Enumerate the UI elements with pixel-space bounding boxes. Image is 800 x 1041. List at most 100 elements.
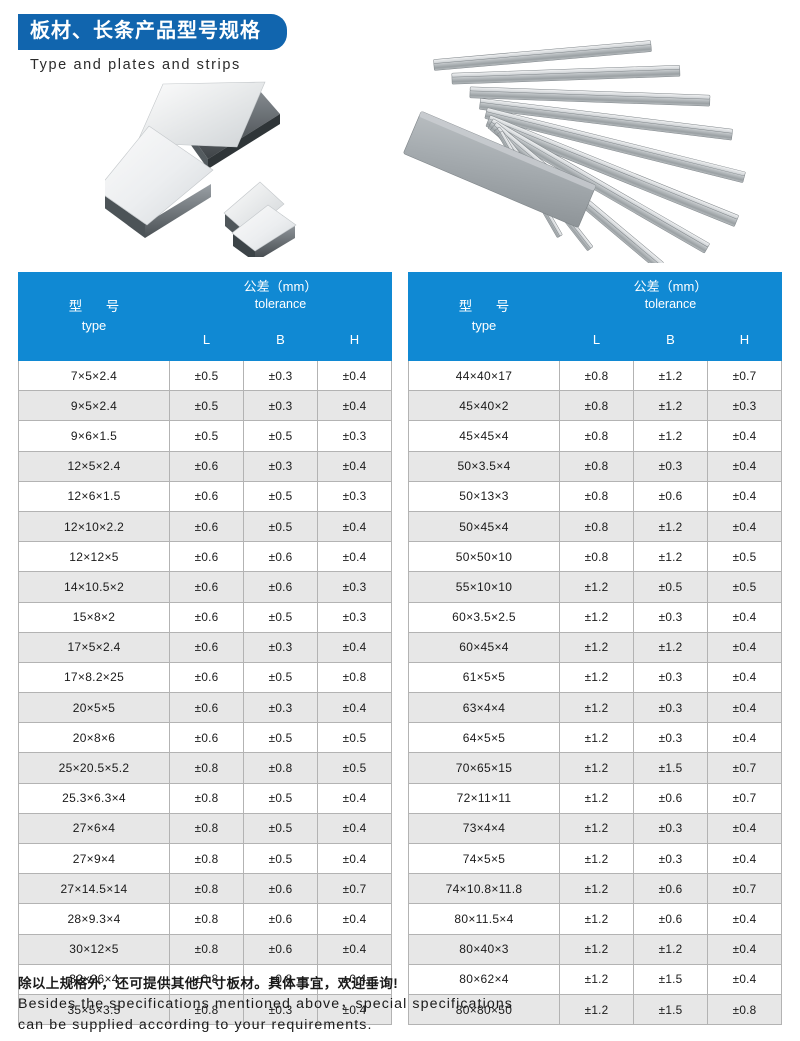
table-row: 28×9.3×4 ±0.8 ±0.6 ±0.4 [18,903,392,935]
cell-b: ±0.6 [633,903,708,935]
cell-type: 80×80×50 [408,993,560,1026]
cell-b: ±1.2 [633,390,708,422]
cell-h: ±0.7 [707,752,782,784]
cell-l: ±1.2 [559,722,634,754]
cell-l: ±1.2 [559,601,634,633]
table-row: 15×8×2 ±0.6 ±0.5 ±0.3 [18,601,392,633]
table-row: 27×14.5×14 ±0.8 ±0.6 ±0.7 [18,873,392,905]
table-row: 50×13×3 ±0.8 ±0.6 ±0.4 [408,480,782,512]
table-row: 50×45×4 ±0.8 ±1.2 ±0.4 [408,510,782,543]
table-row: 60×45×4 ±1.2 ±1.2 ±0.4 [408,631,782,663]
cell-l: ±0.8 [169,993,244,1026]
cell-h: ±0.4 [317,842,392,875]
cell-h: ±0.4 [317,993,392,1026]
cell-type: 44×40×17 [408,359,560,392]
table-row: 80×62×4 ±1.2 ±1.5 ±0.4 [408,963,782,995]
table-row: 12×12×5 ±0.6 ±0.6 ±0.4 [18,541,392,573]
cell-h: ±0.4 [707,661,782,694]
plates-illustration [105,81,297,257]
cell-h: ±0.4 [707,450,782,482]
cell-b: ±0.3 [633,722,708,754]
table-row: 60×3.5×2.5 ±1.2 ±0.3 ±0.4 [408,601,782,633]
table-row: 25×20.5×5.2 ±0.8 ±0.8 ±0.5 [18,752,392,784]
cell-l: ±0.8 [169,782,244,814]
cell-h: ±0.5 [707,541,782,573]
cell-l: ±1.2 [559,873,634,905]
cell-l: ±0.6 [169,692,244,724]
cell-type: 74×5×5 [408,842,560,875]
cell-b: ±0.3 [633,692,708,724]
cell-h: ±0.3 [317,601,392,633]
cell-type: 80×11.5×4 [408,903,560,935]
table-row: 80×40×3 ±1.2 ±1.2 ±0.4 [408,933,782,965]
cell-b: ±0.5 [243,812,318,845]
cell-h: ±0.3 [317,571,392,603]
cell-l: ±0.8 [559,390,634,422]
table-row: 12×6×1.5 ±0.6 ±0.5 ±0.3 [18,480,392,512]
cell-type: 80×62×4 [408,963,560,995]
table-row: 20×8×6 ±0.6 ±0.5 ±0.5 [18,722,392,754]
table-header-right: 型 号 type 公差（mm） tolerance L B H [408,272,782,361]
strips-illustration [403,40,746,263]
header-type-en: type [81,318,107,334]
cell-l: ±1.2 [559,903,634,935]
table-row: 63×4×4 ±1.2 ±0.3 ±0.4 [408,692,782,724]
cell-type: 50×3.5×4 [408,450,560,482]
cell-type: 50×50×10 [408,541,560,573]
cell-type: 15×8×2 [18,601,170,633]
cell-h: ±0.4 [317,692,392,724]
cell-type: 74×10.8×11.8 [408,873,560,905]
cell-b: ±1.2 [633,359,708,392]
cell-h: ±0.4 [707,963,782,995]
cell-l: ±0.5 [169,390,244,422]
cell-h: ±0.4 [707,601,782,633]
cell-b: ±0.5 [633,571,708,603]
cell-b: ±0.6 [243,571,318,603]
cell-h: ±0.4 [707,903,782,935]
cell-l: ±1.2 [559,812,634,845]
cell-type: 14×10.5×2 [18,571,170,603]
cell-l: ±1.2 [559,661,634,694]
table-body-left: 7×5×2.4 ±0.5 ±0.3 ±0.4 9×5×2.4 ±0.5 ±0.3 ±0.4 9×… [18,359,392,1026]
cell-b: ±0.6 [633,873,708,905]
cell-l: ±0.8 [559,359,634,392]
cell-l: ±0.8 [169,933,244,965]
footer-note-cn: 除以上规格外，还可提供其他尺寸板材。具体事宜，欢迎垂询! [18,976,399,991]
cell-b: ±1.5 [633,963,708,995]
cell-b: ±0.3 [633,842,708,875]
table-row: 74×5×5 ±1.2 ±0.3 ±0.4 [408,842,782,875]
table-row: 80×80×50 ±1.2 ±1.5 ±0.8 [408,993,782,1026]
cell-b: ±0.3 [243,692,318,724]
cell-b: ±0.3 [243,359,318,392]
cell-h: ±0.4 [317,510,392,543]
table-row: 12×10×2.2 ±0.6 ±0.5 ±0.4 [18,510,392,543]
cell-b: ±0.6 [243,873,318,905]
header-tolerance-right: 公差（mm） tolerance [559,272,782,319]
cell-b: ±1.5 [633,752,708,784]
cell-h: ±0.4 [317,631,392,663]
table-row: 45×45×4 ±0.8 ±1.2 ±0.4 [408,420,782,452]
cell-l: ±1.2 [559,752,634,784]
cell-l: ±0.8 [169,873,244,905]
cell-b: ±0.3 [243,450,318,482]
cell-l: ±0.8 [169,963,244,995]
spec-table-right: 型 号 type 公差（mm） tolerance L B H 44×40×17… [408,272,782,1026]
cell-l: ±0.8 [559,450,634,482]
header-type-right: 型 号 type [408,272,560,361]
cell-l: ±1.2 [559,993,634,1026]
cell-l: ±0.8 [559,420,634,452]
table-row: 64×5×5 ±1.2 ±0.3 ±0.4 [408,722,782,754]
cell-h: ±0.4 [707,933,782,965]
table-row: 12×5×2.4 ±0.6 ±0.3 ±0.4 [18,450,392,482]
cell-b: ±0.3 [633,601,708,633]
header-col-l-left: L [169,318,244,361]
cell-h: ±0.4 [317,933,392,965]
table-row: 17×8.2×25 ±0.6 ±0.5 ±0.8 [18,661,392,694]
cell-b: ±0.5 [243,842,318,875]
page-title: 板材、长条产品型号规格 Type and plates and strips [18,14,388,73]
cell-l: ±0.6 [169,541,244,573]
cell-b: ±0.6 [633,782,708,814]
cell-h: ±0.4 [707,722,782,754]
cell-l: ±0.6 [169,601,244,633]
cell-h: ±0.4 [317,782,392,814]
